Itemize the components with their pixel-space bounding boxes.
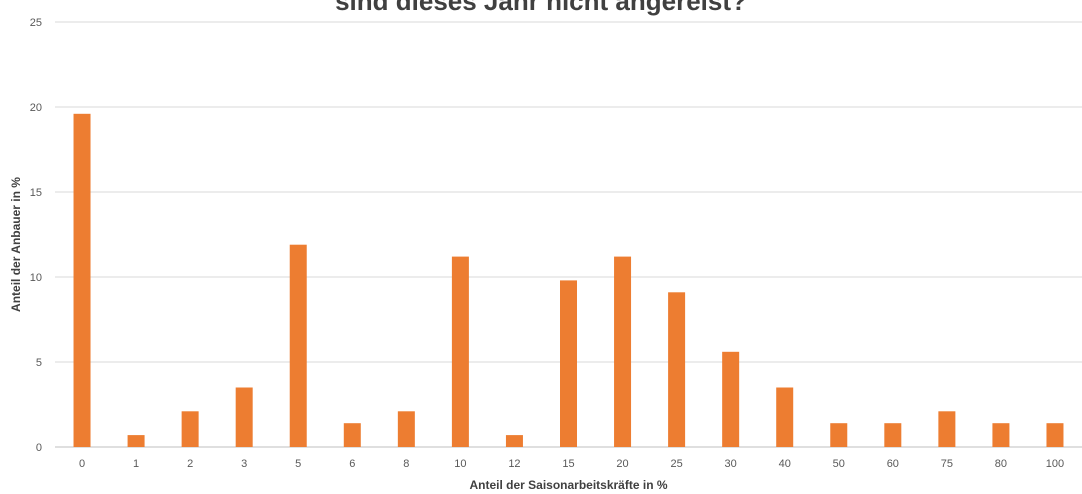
x-tick-label: 5 [295,458,301,470]
bar [343,423,361,447]
x-tick-label: 12 [508,458,520,470]
bar [505,435,523,447]
x-tick-label: 1 [133,458,139,470]
bar [397,411,415,447]
bar [235,387,253,447]
y-tick-label: 0 [36,442,42,454]
y-tick-label: 20 [30,102,42,114]
bar [451,256,469,447]
y-tick-label: 10 [30,272,42,284]
x-tick-label: 75 [941,458,953,470]
x-tick-label: 60 [887,458,899,470]
x-tick-label: 20 [616,458,628,470]
x-tick-label: 0 [79,458,85,470]
bar [776,387,794,447]
bars [73,113,1064,448]
bar [289,244,307,447]
x-tick-label: 10 [454,458,466,470]
bar [73,113,91,448]
x-tick-label: 2 [187,458,193,470]
y-tick-label: 25 [30,17,42,29]
y-axis-title: Anteil der Anbauer in % [9,177,23,312]
x-tick-label: 15 [562,458,574,470]
bar [722,351,740,447]
chart-title: sind dieses Jahr nicht angereist? [335,0,747,16]
y-axis-ticks: 0 5 10 15 20 25 [30,17,42,454]
bar [1046,423,1064,447]
x-tick-label: 3 [241,458,247,470]
y-tick-label: 5 [36,357,42,369]
bar [830,423,848,447]
bar [181,411,199,447]
x-tick-label: 25 [670,458,682,470]
bar [668,292,686,447]
x-tick-label: 40 [779,458,791,470]
x-axis-title: Anteil der Saisonarbeitskräfte in % [469,478,667,492]
bar [884,423,902,447]
bar [938,411,956,447]
x-tick-label: 30 [725,458,737,470]
bar [560,280,577,447]
y-tick-label: 15 [30,187,42,199]
x-tick-label: 50 [833,458,845,470]
x-tick-label: 8 [403,458,409,470]
bar [127,435,145,447]
x-tick-label: 80 [995,458,1007,470]
x-axis-ticks: 0 1 2 3 5 6 8 10 12 15 20 25 30 40 50 60 75 80 100 [79,458,1064,470]
bar [992,423,1010,447]
x-tick-label: 6 [349,458,355,470]
x-tick-label: 100 [1046,458,1064,470]
bar [614,256,632,447]
